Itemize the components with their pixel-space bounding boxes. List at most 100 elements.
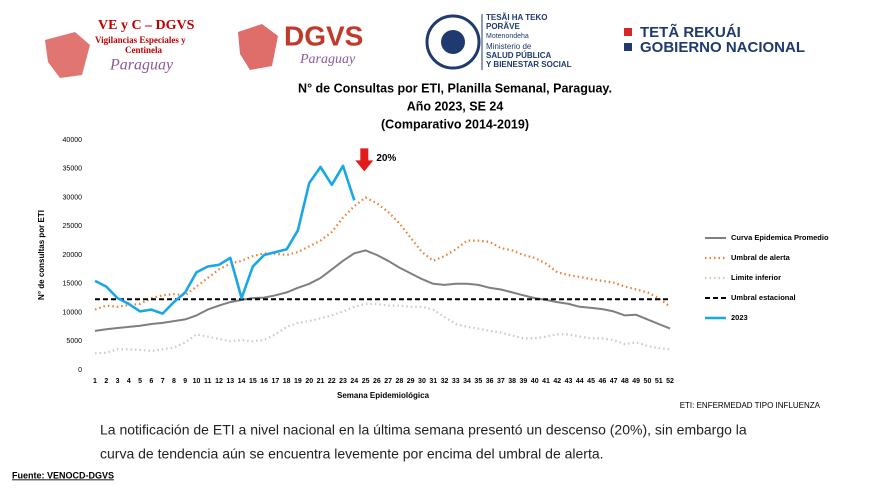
x-tick-label: 19 — [294, 378, 302, 385]
logo-text: PORÃVE — [486, 22, 520, 31]
x-tick-label: 30 — [418, 378, 426, 385]
series-line — [94, 302, 671, 355]
paragraph: curva de tendencia aún se encuentra leve… — [100, 446, 604, 462]
x-tick-label: 47 — [610, 378, 618, 385]
logo-title: DGVS — [284, 20, 363, 51]
x-tick-label: 10 — [193, 378, 201, 385]
y-tick-label: 20000 — [63, 252, 83, 259]
x-tick-label: 29 — [407, 378, 415, 385]
series-line — [94, 249, 671, 332]
y-axis-label: N° de consultas por ETI — [37, 210, 46, 300]
y-tick-label: 0 — [78, 367, 82, 374]
x-tick-label: 28 — [396, 378, 404, 385]
y-tick-label: 40000 — [63, 137, 83, 144]
y-tick-label: 10000 — [63, 309, 83, 316]
x-tick-label: 2 — [104, 378, 108, 385]
x-tick-label: 35 — [474, 378, 482, 385]
x-tick-label: 1 — [93, 378, 97, 385]
x-tick-label: 15 — [249, 378, 257, 385]
x-tick-label: 8 — [172, 378, 176, 385]
logo-script: Paraguay — [299, 52, 356, 67]
x-axis-label: Semana Epidemiológica — [337, 391, 430, 400]
x-tick-label: 42 — [553, 378, 561, 385]
x-tick-label: 32 — [441, 378, 449, 385]
y-tick-label: 25000 — [63, 223, 83, 230]
logo-text: Y BIENESTAR SOCIAL — [486, 60, 572, 69]
x-tick-label: 52 — [666, 378, 674, 385]
map-icon — [238, 24, 278, 70]
logo-text: Motenondeha — [486, 33, 529, 40]
annotation-arrow — [355, 148, 374, 172]
x-tick-label: 7 — [161, 378, 165, 385]
x-tick-label: 36 — [486, 378, 494, 385]
x-tick-label: 21 — [317, 378, 325, 385]
logo-script: Paraguay — [109, 57, 174, 74]
chart-title: N° de Consultas por ETI, Planilla Semana… — [298, 81, 612, 95]
legend-label: Umbral de alerta — [731, 253, 791, 262]
x-tick-label: 37 — [497, 378, 505, 385]
x-tick-label: 26 — [373, 378, 381, 385]
x-tick-label: 3 — [116, 378, 120, 385]
logo-square — [624, 43, 632, 51]
logo-text: TESÃI HA TEKO — [486, 13, 547, 22]
logo-title: VE y C – DGVS — [98, 18, 195, 33]
annotation: 20% — [376, 153, 396, 164]
x-tick-label: 34 — [463, 378, 471, 385]
logo-text: Ministerio de — [486, 42, 532, 51]
x-tick-label: 39 — [520, 378, 528, 385]
x-tick-label: 45 — [587, 378, 595, 385]
logo-text: SALUD PÚBLICA — [486, 51, 552, 60]
x-tick-label: 40 — [531, 378, 539, 385]
x-tick-label: 24 — [350, 378, 358, 385]
logo-text: Vigilancias Especiales y — [95, 35, 186, 45]
logo-text: GOBIERNO NACIONAL — [640, 39, 805, 56]
x-tick-label: 18 — [283, 378, 291, 385]
x-tick-label: 16 — [260, 378, 268, 385]
y-tick-label: 35000 — [63, 166, 83, 173]
series-line — [94, 164, 356, 315]
series-line — [94, 196, 671, 311]
x-tick-label: 20 — [305, 378, 313, 385]
legend-label: Umbral estacional — [731, 293, 796, 302]
x-tick-label: 49 — [632, 378, 640, 385]
x-tick-label: 4 — [127, 378, 131, 385]
y-tick-label: 30000 — [63, 194, 83, 201]
x-tick-label: 38 — [508, 378, 516, 385]
seal — [425, 14, 481, 70]
x-tick-label: 13 — [226, 378, 234, 385]
legend-label: Limite inferior — [731, 273, 781, 282]
x-tick-label: 44 — [576, 378, 584, 385]
x-tick-label: 51 — [655, 378, 663, 385]
x-tick-label: 31 — [429, 378, 437, 385]
paragraph: La notificación de ETI a nivel nacional … — [100, 422, 747, 438]
legend-label: 2023 — [731, 313, 748, 322]
x-tick-label: 12 — [215, 378, 223, 385]
logo-square — [624, 28, 632, 36]
logo-text: Centinela — [125, 45, 162, 55]
x-tick-label: 27 — [384, 378, 392, 385]
x-tick-label: 25 — [362, 378, 370, 385]
x-tick-label: 17 — [271, 378, 279, 385]
x-tick-label: 46 — [598, 378, 606, 385]
legend-label: Curva Epidemica Promedio — [731, 233, 829, 242]
x-tick-label: 14 — [238, 378, 246, 385]
x-tick-label: 33 — [452, 378, 460, 385]
x-tick-label: 9 — [183, 378, 187, 385]
x-tick-label: 11 — [204, 378, 212, 385]
x-tick-label: 6 — [149, 378, 153, 385]
y-tick-label: 5000 — [66, 338, 82, 345]
seal — [441, 30, 465, 54]
x-tick-label: 48 — [621, 378, 629, 385]
x-tick-label: 43 — [565, 378, 573, 385]
logo-text: TETÃ REKUÁI — [640, 23, 741, 41]
x-tick-label: 22 — [328, 378, 336, 385]
x-tick-label: 50 — [644, 378, 652, 385]
x-tick-label: 41 — [542, 378, 550, 385]
y-tick-label: 15000 — [63, 281, 83, 288]
source: Fuente: VENOCD-DGVS — [12, 470, 114, 480]
chart-title: (Comparativo 2014-2019) — [381, 117, 529, 131]
map-icon — [45, 32, 90, 78]
x-tick-label: 5 — [138, 378, 142, 385]
x-tick-label: 23 — [339, 378, 347, 385]
